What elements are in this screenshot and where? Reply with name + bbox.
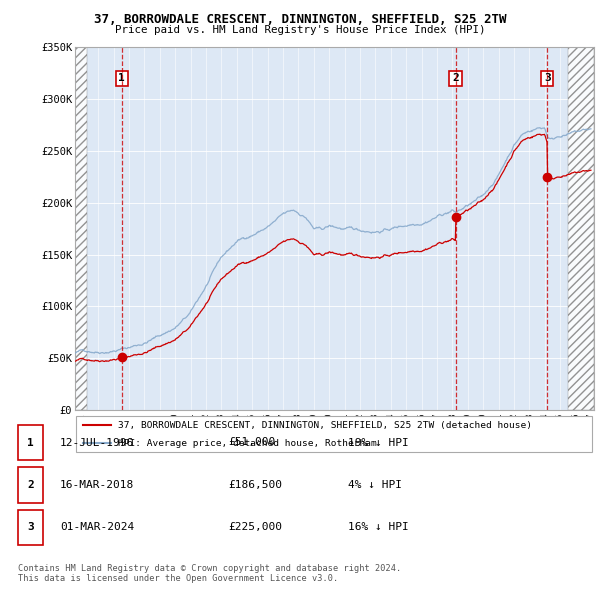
Text: 1: 1 <box>118 73 125 83</box>
Text: 2: 2 <box>452 73 459 83</box>
Bar <box>568 47 594 410</box>
Text: 16% ↓ HPI: 16% ↓ HPI <box>348 523 409 532</box>
Text: 19% ↓ HPI: 19% ↓ HPI <box>348 438 409 447</box>
Text: 2: 2 <box>27 480 34 490</box>
Text: 1: 1 <box>27 438 34 447</box>
Text: 12-JUL-1996: 12-JUL-1996 <box>60 438 134 447</box>
Text: 4% ↓ HPI: 4% ↓ HPI <box>348 480 402 490</box>
Text: £51,000: £51,000 <box>228 438 275 447</box>
Text: 3: 3 <box>27 523 34 532</box>
Text: HPI: Average price, detached house, Rotherham: HPI: Average price, detached house, Roth… <box>118 438 376 448</box>
FancyBboxPatch shape <box>76 416 592 453</box>
Text: £186,500: £186,500 <box>228 480 282 490</box>
Bar <box>75 47 88 410</box>
Text: Contains HM Land Registry data © Crown copyright and database right 2024.
This d: Contains HM Land Registry data © Crown c… <box>18 563 401 583</box>
Text: 16-MAR-2018: 16-MAR-2018 <box>60 480 134 490</box>
Text: £225,000: £225,000 <box>228 523 282 532</box>
Text: 3: 3 <box>544 73 551 83</box>
Text: 37, BORROWDALE CRESCENT, DINNINGTON, SHEFFIELD, S25 2TW (detached house): 37, BORROWDALE CRESCENT, DINNINGTON, SHE… <box>118 421 532 430</box>
Text: 01-MAR-2024: 01-MAR-2024 <box>60 523 134 532</box>
Text: 37, BORROWDALE CRESCENT, DINNINGTON, SHEFFIELD, S25 2TW: 37, BORROWDALE CRESCENT, DINNINGTON, SHE… <box>94 13 506 26</box>
Text: Price paid vs. HM Land Registry's House Price Index (HPI): Price paid vs. HM Land Registry's House … <box>115 25 485 35</box>
